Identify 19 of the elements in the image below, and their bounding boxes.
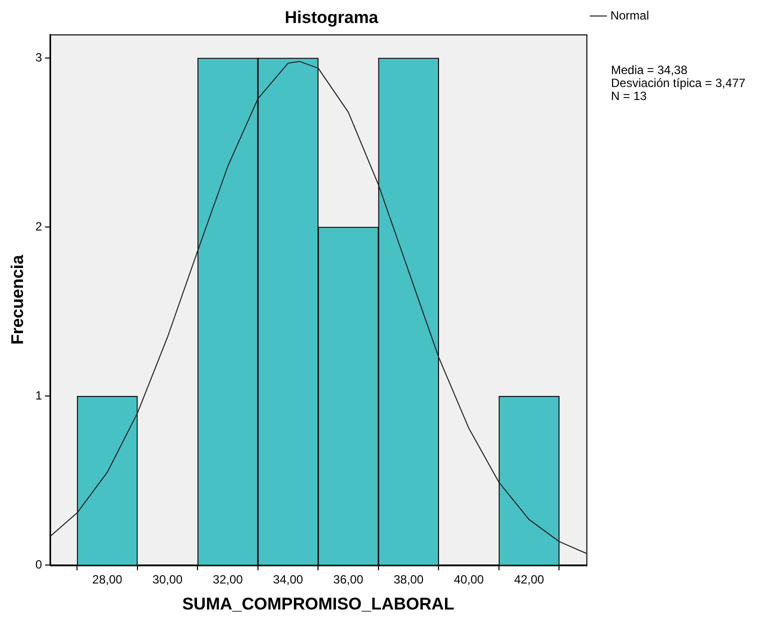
x-tick-label: 42,00 [514,572,544,587]
x-tick-label: 30,00 [152,572,183,587]
text: Desviación típica = 3,477 [611,76,746,90]
y-tick-label: 3 [35,50,42,64]
y-tick-label: 0 [35,558,42,572]
y-axis-title: Frecuencia [8,254,27,345]
x-tick-label: 36,00 [333,572,364,587]
x-tick-label: 32,00 [212,572,244,587]
text: Media = 34,38 [611,63,688,77]
legend-label: Normal [610,8,649,22]
y-tick-label: 1 [35,388,42,402]
x-tick-label: 28,00 [92,572,123,587]
x-tick-label: 34,00 [273,572,304,587]
x-tick-label: 38,00 [394,572,424,587]
y-tick-label: 2 [35,219,42,234]
chart-title: Histograma [284,8,379,27]
x-axis-title: SUMA_COMPROMISO_LABORAL [182,594,454,614]
x-tick-label: 40,00 [454,572,484,587]
text: N = 13 [611,89,648,103]
